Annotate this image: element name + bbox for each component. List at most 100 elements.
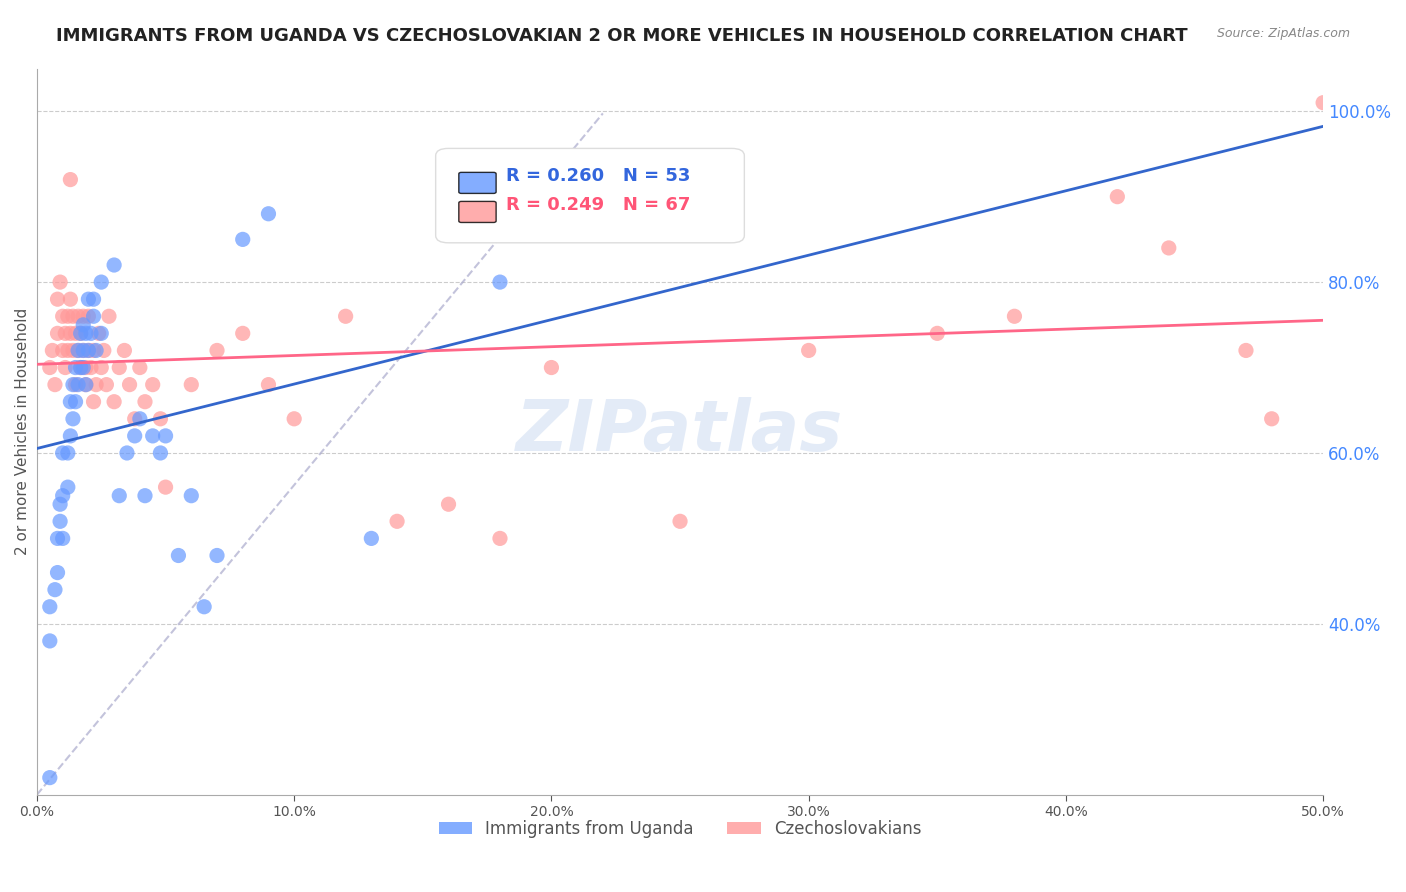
Point xyxy=(59,429,82,443)
Point xyxy=(75,326,97,341)
Point xyxy=(335,310,357,324)
Point xyxy=(232,326,254,341)
Point xyxy=(167,549,190,563)
Point xyxy=(65,377,87,392)
Point xyxy=(67,343,90,358)
Point xyxy=(56,446,79,460)
Point xyxy=(65,394,87,409)
Point xyxy=(489,275,512,289)
Point xyxy=(155,429,177,443)
Point xyxy=(75,360,97,375)
Point xyxy=(83,394,105,409)
Point xyxy=(52,310,75,324)
FancyBboxPatch shape xyxy=(436,148,744,243)
Point xyxy=(80,360,103,375)
Point xyxy=(98,310,121,324)
Point xyxy=(44,377,66,392)
Point xyxy=(59,292,82,306)
Point xyxy=(128,412,150,426)
Point xyxy=(108,489,131,503)
Point xyxy=(38,771,60,785)
Point xyxy=(38,360,60,375)
Point xyxy=(52,489,75,503)
Point xyxy=(72,310,94,324)
Point xyxy=(149,446,172,460)
Point xyxy=(385,514,408,528)
Point xyxy=(72,360,94,375)
Point xyxy=(72,343,94,358)
Point xyxy=(108,360,131,375)
Point xyxy=(360,532,382,546)
Point xyxy=(118,377,141,392)
Point xyxy=(77,343,100,358)
Point xyxy=(87,326,110,341)
Point xyxy=(46,566,69,580)
Point xyxy=(93,343,115,358)
Point xyxy=(52,532,75,546)
Point xyxy=(437,497,460,511)
Text: R = 0.260   N = 53: R = 0.260 N = 53 xyxy=(506,167,690,185)
Point xyxy=(103,394,125,409)
Point xyxy=(155,480,177,494)
Point xyxy=(53,326,76,341)
Point xyxy=(1107,189,1129,203)
Point xyxy=(193,599,215,614)
Point xyxy=(59,172,82,186)
Point xyxy=(69,360,91,375)
Point xyxy=(1004,310,1026,324)
Point xyxy=(65,360,87,375)
Point xyxy=(46,292,69,306)
Text: R = 0.249   N = 67: R = 0.249 N = 67 xyxy=(506,196,690,214)
Point xyxy=(112,343,135,358)
Point xyxy=(77,310,100,324)
Point xyxy=(83,343,105,358)
Point xyxy=(283,412,305,426)
Point xyxy=(38,634,60,648)
Point xyxy=(489,532,512,546)
Point xyxy=(72,343,94,358)
Point xyxy=(75,377,97,392)
Point xyxy=(77,292,100,306)
Point xyxy=(46,326,69,341)
Text: ZIPatlas: ZIPatlas xyxy=(516,397,844,467)
Point xyxy=(67,377,90,392)
Point xyxy=(142,429,165,443)
Point xyxy=(90,326,112,341)
Point xyxy=(257,207,280,221)
Point xyxy=(1234,343,1257,358)
Point xyxy=(124,412,146,426)
Point xyxy=(67,343,90,358)
Point xyxy=(49,514,72,528)
Point xyxy=(205,343,228,358)
Point xyxy=(180,489,202,503)
Point xyxy=(205,549,228,563)
Point xyxy=(69,326,91,341)
Point xyxy=(142,377,165,392)
Point xyxy=(52,343,75,358)
Point xyxy=(49,275,72,289)
Point xyxy=(38,599,60,614)
Point xyxy=(1260,412,1282,426)
Point xyxy=(62,412,84,426)
Point xyxy=(149,412,172,426)
Text: IMMIGRANTS FROM UGANDA VS CZECHOSLOVAKIAN 2 OR MORE VEHICLES IN HOUSEHOLD CORREL: IMMIGRANTS FROM UGANDA VS CZECHOSLOVAKIA… xyxy=(56,27,1188,45)
Point xyxy=(80,326,103,341)
Point xyxy=(1312,95,1334,110)
Point xyxy=(67,310,90,324)
Point xyxy=(90,360,112,375)
Y-axis label: 2 or more Vehicles in Household: 2 or more Vehicles in Household xyxy=(15,308,30,555)
Point xyxy=(69,326,91,341)
Point xyxy=(180,377,202,392)
Point xyxy=(128,360,150,375)
FancyBboxPatch shape xyxy=(458,172,496,194)
FancyBboxPatch shape xyxy=(458,202,496,222)
Point xyxy=(540,360,562,375)
Point xyxy=(84,377,107,392)
Point xyxy=(797,343,820,358)
Point xyxy=(62,343,84,358)
Point xyxy=(65,326,87,341)
Point xyxy=(41,343,63,358)
Point xyxy=(90,275,112,289)
Point xyxy=(75,377,97,392)
Point xyxy=(62,377,84,392)
